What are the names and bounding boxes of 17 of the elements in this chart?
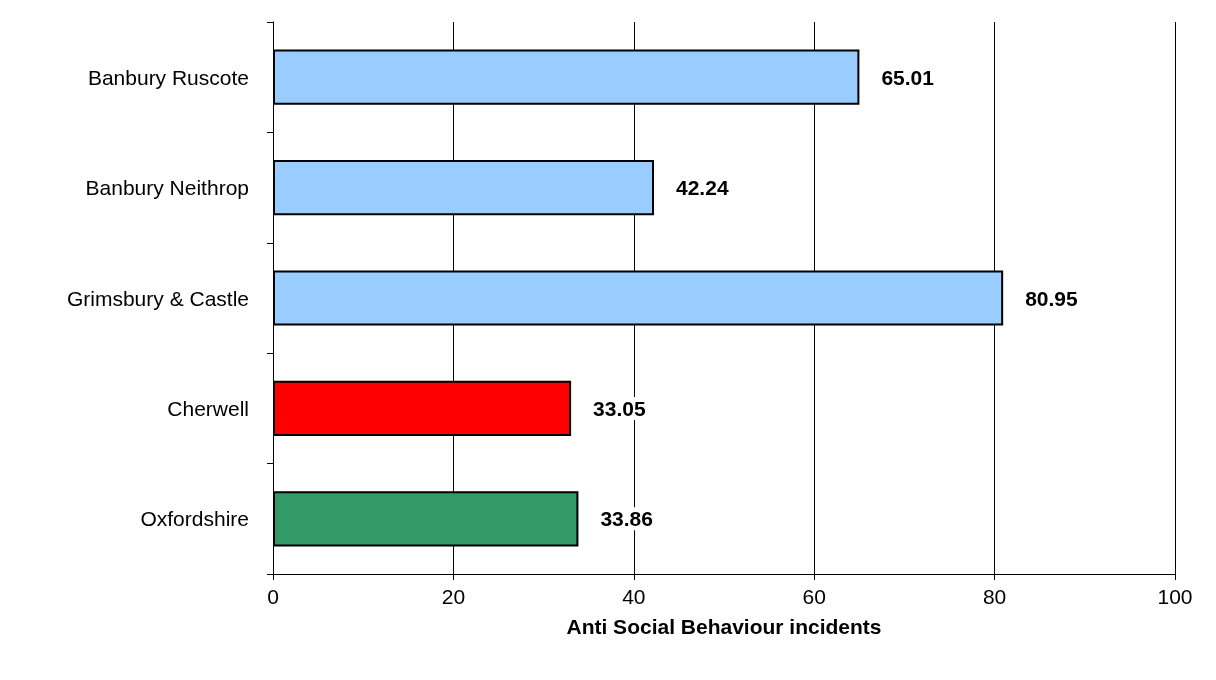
data-label: 80.95 — [1025, 286, 1079, 310]
x-tick-label: 60 — [802, 585, 826, 608]
data-label: 33.05 — [593, 396, 646, 420]
y-tick-label: Grimsbury & Castle — [66, 286, 249, 310]
x-tick-label: 40 — [622, 585, 646, 608]
data-label: 42.24 — [676, 176, 729, 200]
y-tick-label: Banbury Ruscote — [87, 65, 249, 89]
x-tick-label: 0 — [267, 585, 279, 608]
x-tick-label: 80 — [982, 585, 1007, 608]
x-tick-label: 100 — [1157, 585, 1193, 608]
y-tick-label: Banbury Neithrop — [85, 176, 249, 200]
y-tick-label: Cherwell — [167, 396, 249, 420]
x-tick-label: 20 — [441, 585, 466, 608]
x-axis-title: Anti Social Behaviour incidents — [566, 615, 882, 638]
data-label: 33.86 — [600, 507, 653, 531]
y-tick-label: Oxfordshire — [140, 507, 249, 531]
data-label: 65.01 — [881, 65, 935, 89]
